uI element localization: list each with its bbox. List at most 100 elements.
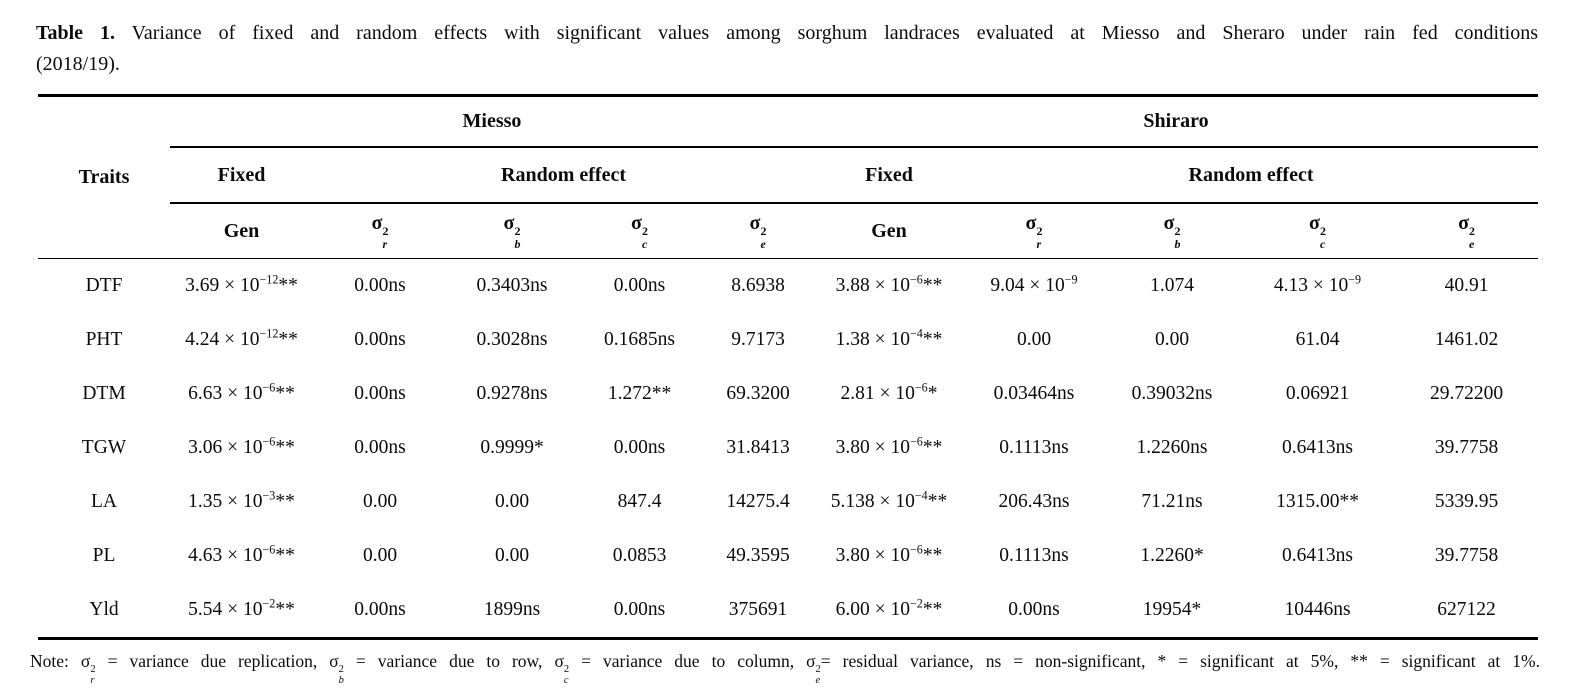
value-cell: 627122 bbox=[1437, 599, 1496, 620]
value-cell: 39.7758 bbox=[1434, 437, 1499, 458]
value-cell: 0.00ns bbox=[354, 275, 406, 296]
variance-table: Traits Miesso Shiraro Fixed Random effect Fix… bbox=[38, 94, 1539, 640]
value-cell: 0.00ns bbox=[613, 275, 666, 296]
value-cell: 0.9278ns bbox=[476, 383, 548, 404]
trait-cell: PL bbox=[92, 545, 116, 566]
value-cell: 2.81 × 10−6* bbox=[840, 380, 938, 404]
value-cell: 3.80 × 10−6** bbox=[835, 542, 943, 566]
value-cell: 0.00ns bbox=[354, 437, 406, 458]
value-cell: 10446ns bbox=[1284, 599, 1351, 620]
value-cell: 5.54 × 10−2** bbox=[188, 596, 295, 620]
value-cell: 0.00ns bbox=[354, 383, 406, 404]
value-cell: 0.1113ns bbox=[999, 437, 1069, 458]
table-body: DTF 3.69 × 10−12** 0.00ns 0.3403ns 0.00ns 8.6… bbox=[38, 259, 1538, 639]
value-cell: 4.24 × 10−12** bbox=[185, 326, 298, 350]
table-row: TGW 3.06 × 10−6** 0.00ns 0.9999* 0.00ns 31.84… bbox=[38, 421, 1538, 475]
trait-cell: TGW bbox=[81, 437, 127, 458]
trait-cell: PHT bbox=[85, 329, 123, 350]
value-cell: 0.00 bbox=[362, 491, 398, 512]
value-cell: 0.00 bbox=[1016, 329, 1052, 350]
value-cell: 0.00 bbox=[362, 545, 398, 566]
value-cell: 19954* bbox=[1142, 599, 1202, 620]
caption-label: Table 1. bbox=[36, 22, 116, 44]
value-cell: 0.00ns bbox=[613, 599, 666, 620]
value-cell: 1.272** bbox=[607, 383, 672, 404]
value-cell: 0.3028ns bbox=[476, 329, 548, 350]
value-cell: 3.80 × 10−6** bbox=[835, 434, 943, 458]
value-cell: 39.7758 bbox=[1434, 545, 1499, 566]
trait-cell: Yld bbox=[89, 599, 119, 620]
value-cell: 29.72200 bbox=[1429, 383, 1504, 404]
value-cell: 0.00ns bbox=[613, 437, 666, 458]
trait-cell: DTF bbox=[85, 275, 123, 296]
value-cell: 0.1113ns bbox=[999, 545, 1069, 566]
trait-cell: DTM bbox=[82, 383, 126, 404]
value-cell: 3.06 × 10−6** bbox=[188, 434, 295, 458]
column-header: Gen bbox=[814, 203, 964, 259]
table-row: Yld 5.54 × 10−2** 0.00ns 1899ns 0.00ns 375691… bbox=[38, 583, 1538, 639]
value-cell: 0.6413ns bbox=[1282, 437, 1353, 458]
value-cell: 9.04 × 10−9 bbox=[990, 272, 1078, 296]
value-cell: 0.6413ns bbox=[1282, 545, 1353, 566]
table-head: Traits Miesso Shiraro Fixed Random effect Fix… bbox=[38, 95, 1539, 259]
value-cell: 6.00 × 10−2** bbox=[835, 596, 943, 620]
value-cell: 0.00ns bbox=[354, 329, 406, 350]
table-row: DTM 6.63 × 10−6** 0.00ns 0.9278ns 1.272** 69.… bbox=[38, 367, 1538, 421]
caption-text-line2: (2018/19). bbox=[36, 53, 120, 75]
value-cell: 0.9999* bbox=[480, 437, 544, 458]
value-cell: 206.43ns bbox=[998, 491, 1070, 512]
traits-header: Traits bbox=[38, 95, 170, 259]
value-cell: 1315.00** bbox=[1276, 491, 1359, 512]
value-cell: 1.35 × 10−3** bbox=[188, 488, 295, 512]
table-row: PHT 4.24 × 10−12** 0.00ns 0.3028ns 0.1685ns 9… bbox=[38, 313, 1538, 367]
value-cell: 375691 bbox=[728, 599, 788, 620]
value-cell: 8.6938 bbox=[731, 275, 785, 296]
table-row: PL 4.63 × 10−6** 0.00 0.00 0.0853 49.3595 3.80… bbox=[38, 529, 1538, 583]
effect-header: Fixed bbox=[170, 147, 313, 204]
value-cell: 49.3595 bbox=[726, 545, 790, 566]
value-cell: 14275.4 bbox=[726, 491, 790, 512]
value-cell: 3.88 × 10−6** bbox=[835, 272, 943, 296]
caption-text-line1: Variance of fixed and random effects wit… bbox=[131, 22, 1539, 44]
value-cell: 847.4 bbox=[617, 491, 662, 512]
value-cell: 1461.02 bbox=[1434, 329, 1499, 350]
effect-header: Random effect bbox=[964, 147, 1539, 204]
table-row: LA 1.35 × 10−3** 0.00 0.00 847.4 14275.4 5.138… bbox=[38, 475, 1538, 529]
column-header: Gen bbox=[170, 203, 313, 259]
value-cell: 4.63 × 10−6** bbox=[188, 542, 295, 566]
group-header-miesso: Miesso bbox=[170, 95, 814, 148]
value-cell: 0.1685ns bbox=[604, 329, 675, 350]
value-cell: 1.38 × 10−4** bbox=[835, 326, 943, 350]
value-cell: 40.91 bbox=[1444, 275, 1489, 296]
value-cell: 5.138 × 10−4** bbox=[830, 488, 948, 512]
effect-header: Fixed bbox=[814, 147, 964, 204]
trait-cell: LA bbox=[91, 491, 117, 512]
value-cell: 69.3200 bbox=[726, 383, 790, 404]
value-cell: 0.3403ns bbox=[476, 275, 548, 296]
value-cell: 31.8413 bbox=[726, 437, 790, 458]
table-row: DTF 3.69 × 10−12** 0.00ns 0.3403ns 0.00ns 8.6… bbox=[38, 259, 1538, 314]
value-cell: 0.39032ns bbox=[1131, 383, 1213, 404]
value-cell: 1899ns bbox=[483, 599, 541, 620]
value-cell: 4.13 × 10−9 bbox=[1273, 272, 1362, 296]
value-cell: 6.63 × 10−6** bbox=[188, 380, 295, 404]
value-cell: 0.00 bbox=[494, 491, 530, 512]
value-cell: 0.03464ns bbox=[993, 383, 1075, 404]
value-cell: 0.00ns bbox=[1008, 599, 1060, 620]
value-cell: 9.7173 bbox=[731, 329, 785, 350]
value-cell: 0.00ns bbox=[354, 599, 406, 620]
value-cell: 5339.95 bbox=[1434, 491, 1499, 512]
value-cell: 71.21ns bbox=[1141, 491, 1203, 512]
value-cell: 61.04 bbox=[1295, 329, 1340, 350]
value-cell: 0.0853 bbox=[612, 545, 667, 566]
value-cell: 1.074 bbox=[1150, 275, 1194, 296]
value-cell: 1.2260ns bbox=[1136, 437, 1208, 458]
value-cell: 3.69 × 10−12** bbox=[185, 272, 298, 296]
